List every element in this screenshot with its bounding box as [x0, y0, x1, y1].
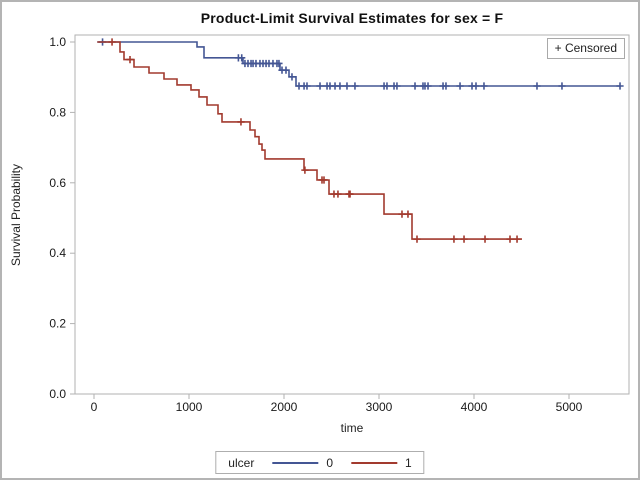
censor-mark-ulcer0: [275, 59, 283, 68]
x-tick-label: 3000: [366, 400, 393, 414]
legend-label-ulcer0: 0: [326, 455, 334, 470]
censored-note: + Censored: [554, 41, 617, 55]
censor-mark-ulcer0: [424, 82, 432, 90]
censor-mark-ulcer1: [237, 118, 245, 126]
censor-mark-ulcer0: [616, 82, 624, 90]
censor-mark-ulcer1: [108, 38, 116, 46]
censor-mark-ulcer1: [481, 235, 489, 243]
censor-mark-ulcer0: [558, 82, 566, 90]
censored-legend-box: + Censored: [546, 38, 625, 59]
legend-line-ulcer0-icon: [272, 461, 319, 464]
legend-label-ulcer1: 1: [405, 455, 412, 470]
censor-mark-ulcer1: [404, 210, 412, 218]
censor-mark-ulcer0: [288, 73, 296, 81]
censor-mark-ulcer0: [383, 82, 391, 90]
y-tick-label: 0.6: [49, 176, 66, 190]
censor-mark-ulcer0: [303, 82, 311, 90]
legend-title: ulcer: [228, 455, 255, 470]
x-tick-label: 4000: [461, 400, 488, 414]
censor-mark-ulcer1: [320, 176, 328, 184]
y-tick-label: 0.0: [49, 387, 66, 401]
y-tick-label: 1.0: [49, 35, 66, 49]
censor-mark-ulcer0: [351, 82, 359, 90]
x-tick-label: 1000: [176, 400, 203, 414]
censor-mark-ulcer0: [238, 54, 246, 62]
censor-mark-ulcer0: [411, 82, 419, 90]
censor-mark-ulcer0: [480, 82, 488, 90]
censor-mark-ulcer0: [316, 82, 324, 90]
censor-mark-ulcer1: [413, 235, 421, 243]
y-tick-label: 0.4: [49, 246, 66, 260]
legend-line-ulcer1-icon: [351, 461, 398, 464]
censor-mark-ulcer1: [506, 235, 514, 243]
y-tick-label: 0.2: [49, 317, 66, 331]
survival-curve-ulcer1: [97, 41, 522, 240]
y-axis-title: Survival Probability: [9, 163, 23, 267]
censor-mark-ulcer1: [346, 190, 354, 198]
group-legend: ulcer 0 1: [215, 451, 425, 474]
censor-mark-ulcer1: [460, 235, 468, 243]
censor-mark-ulcer0: [336, 82, 344, 90]
censor-mark-ulcer0: [533, 82, 541, 90]
x-tick-label: 2000: [271, 400, 298, 414]
x-tick-label: 5000: [556, 400, 583, 414]
censor-mark-ulcer0: [282, 66, 290, 74]
x-tick-label: 0: [91, 400, 98, 414]
censor-mark-ulcer1: [301, 166, 309, 174]
censor-mark-ulcer1: [126, 56, 134, 64]
censor-mark-ulcer0: [442, 82, 450, 90]
y-tick-label: 0.8: [49, 105, 66, 119]
censor-mark-ulcer1: [513, 235, 521, 243]
censor-mark-ulcer1: [450, 235, 458, 243]
censor-mark-ulcer0: [456, 82, 464, 90]
plot-frame: [74, 34, 630, 395]
chart-title: Product-Limit Survival Estimates for sex…: [200, 10, 504, 26]
x-axis-title: time: [340, 421, 364, 435]
censor-mark-ulcer0: [472, 82, 480, 90]
censor-mark-ulcer0: [343, 82, 351, 90]
censor-mark-ulcer0: [393, 82, 401, 90]
censor-mark-ulcer1: [334, 190, 342, 198]
